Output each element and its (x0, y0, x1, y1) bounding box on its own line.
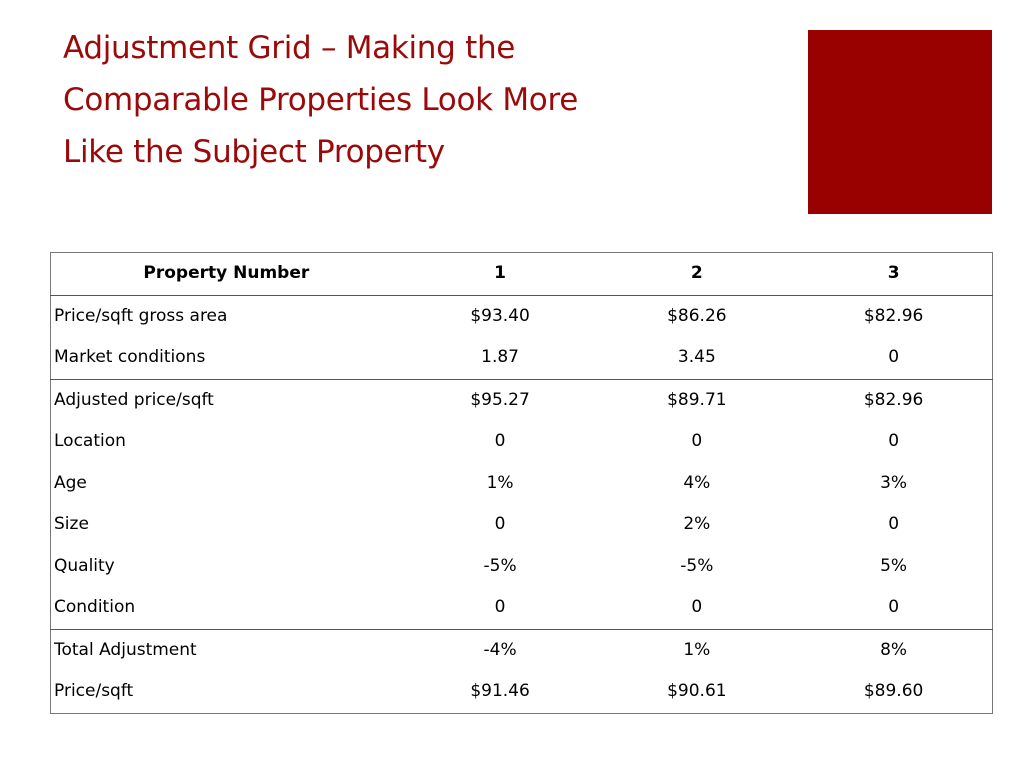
cell-value: 0 (691, 431, 703, 451)
cell-value: 0 (598, 587, 796, 630)
row-label: Condition (50, 587, 402, 630)
header-col-2: 2 (598, 252, 796, 296)
cell-value: 5% (880, 555, 908, 576)
table-row: Total Adjustment -4% 1% 8% (51, 629, 993, 671)
accent-box (808, 30, 992, 214)
cell-value: 1.87 (401, 337, 599, 380)
row-label: Location (54, 431, 126, 451)
cell-value: 1% (486, 472, 514, 493)
header-property-number: Property Number (50, 252, 402, 296)
slide-title: Adjustment Grid – Making the Comparable … (63, 22, 763, 178)
row-label: Total Adjustment (54, 639, 197, 660)
cell-value: -5% (680, 555, 714, 576)
table-row: Price/sqft $91.46 $90.61 $89.60 (51, 671, 993, 713)
cell-value: 3.45 (598, 337, 796, 380)
cell-value: $82.96 (863, 305, 924, 326)
row-label: Price/sqft (54, 681, 134, 701)
cell-value: 0 (401, 587, 599, 630)
cell-value: 3% (880, 472, 908, 493)
table-row: Condition 0 0 0 (50, 587, 993, 630)
table-header-row: Property Number 1 2 3 (50, 252, 993, 296)
table-row: Quality -5% -5% 5% (51, 546, 993, 588)
row-label: Size (54, 514, 89, 534)
cell-value: 0 (795, 337, 993, 380)
cell-value: 4% (683, 472, 711, 493)
cell-value: 8% (880, 639, 908, 660)
cell-value: 0 (888, 431, 900, 451)
cell-value: 0 (795, 587, 993, 630)
table-row: Age 1% 4% 3% (51, 463, 993, 505)
row-label: Quality (54, 555, 115, 576)
header-col-3: 3 (795, 252, 993, 296)
title-line-1: Adjustment Grid – Making the (63, 30, 516, 66)
cell-value: $91.46 (470, 681, 530, 701)
row-label: Market conditions (50, 337, 402, 380)
cell-value: $90.61 (667, 681, 727, 701)
row-label: Age (54, 472, 87, 493)
table-row: Market conditions 1.87 3.45 0 (50, 337, 993, 380)
cell-value: $86.26 (667, 305, 727, 326)
cell-value: 1% (683, 639, 711, 660)
header-col-1: 1 (401, 252, 599, 296)
table-row: Location 0 0 0 (51, 421, 993, 463)
cell-value: $82.96 (863, 389, 924, 410)
cell-value: $95.27 (470, 389, 530, 410)
row-label: Price/sqft gross area (54, 305, 228, 326)
cell-value: 2% (683, 514, 711, 534)
cell-value: -5% (483, 555, 517, 576)
title-line-3: Like the Subject Property (63, 134, 445, 170)
adjustment-grid-table: Property Number 1 2 3 Price/sqft gross a… (50, 252, 993, 714)
title-line-2: Comparable Properties Look More (63, 82, 578, 118)
cell-value: 0 (494, 514, 506, 534)
cell-value: -4% (483, 639, 517, 660)
table-row: Size 0 2% 0 (51, 504, 993, 546)
cell-value: $89.60 (863, 681, 924, 701)
table-row: Price/sqft gross area $93.40 $86.26 $82.… (51, 295, 993, 337)
cell-value: 0 (888, 514, 900, 534)
table-row: Adjusted price/sqft $95.27 $89.71 $82.96 (51, 379, 993, 421)
cell-value: 0 (494, 431, 506, 451)
cell-value: $89.71 (667, 389, 727, 410)
row-label: Adjusted price/sqft (54, 389, 214, 410)
cell-value: $93.40 (470, 305, 530, 326)
